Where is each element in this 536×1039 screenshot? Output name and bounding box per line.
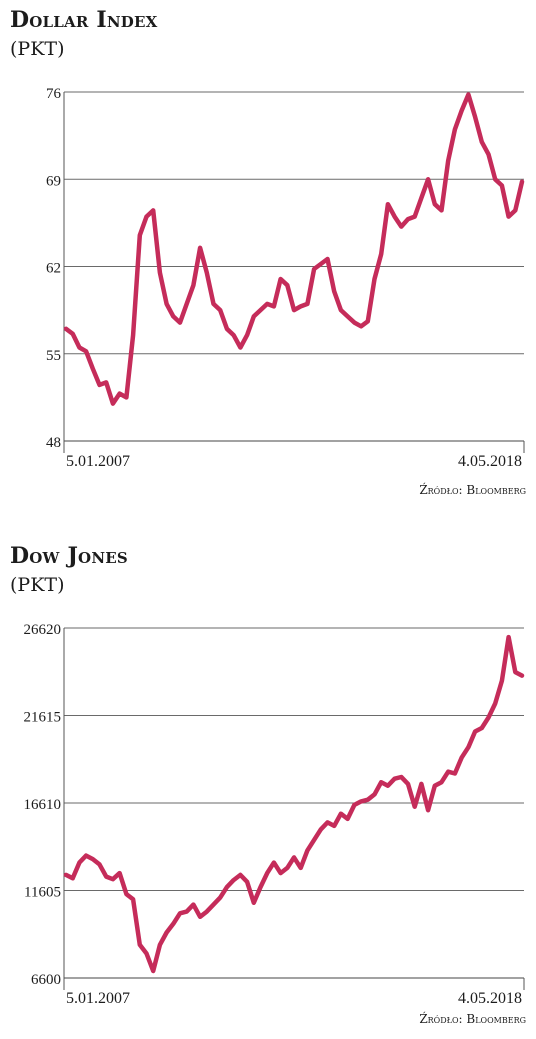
y-tick-label: 69	[46, 173, 61, 189]
series-line	[63, 634, 525, 974]
chart-title: Dow Jones	[10, 543, 128, 569]
dow-jones-chart: Dow Jones (PKT) 26620 21615 16610 11605 6600…	[0, 536, 536, 1039]
y-tick-label: 55	[46, 348, 61, 364]
chart-plot: 26620 21615 16610 11605 6600 5.01.2007 4.05.20…	[24, 622, 525, 1007]
source-note: Źródło: Bloomberg	[419, 483, 526, 497]
chart-unit: (PKT)	[10, 38, 65, 60]
y-tick-label: 21615	[24, 710, 62, 726]
y-tick-label: 76	[46, 86, 62, 102]
source-note: Źródło: Bloomberg	[419, 1012, 526, 1026]
dollar-index-chart: Dollar Index (PKT) 76 69 62 55 48 5.01.2007 4.…	[0, 0, 536, 510]
chart-plot: 76 69 62 55 48 5.01.2007 4.05.2018	[46, 86, 525, 470]
y-tick-label: 11605	[24, 885, 61, 901]
y-tick-label: 26620	[24, 622, 62, 638]
x-end-date-label: 4.05.2018	[458, 453, 522, 470]
chart-unit: (PKT)	[10, 574, 65, 596]
series-line	[63, 92, 525, 406]
x-start-date-label: 5.01.2007	[66, 453, 130, 470]
x-end-date-label: 4.05.2018	[458, 990, 522, 1007]
y-tick-label: 48	[46, 435, 61, 451]
y-tick-label: 6600	[31, 972, 61, 988]
y-tick-label: 62	[46, 261, 61, 277]
chart-title: Dollar Index	[10, 7, 158, 33]
x-start-date-label: 5.01.2007	[66, 990, 130, 1007]
y-tick-label: 16610	[24, 797, 62, 813]
